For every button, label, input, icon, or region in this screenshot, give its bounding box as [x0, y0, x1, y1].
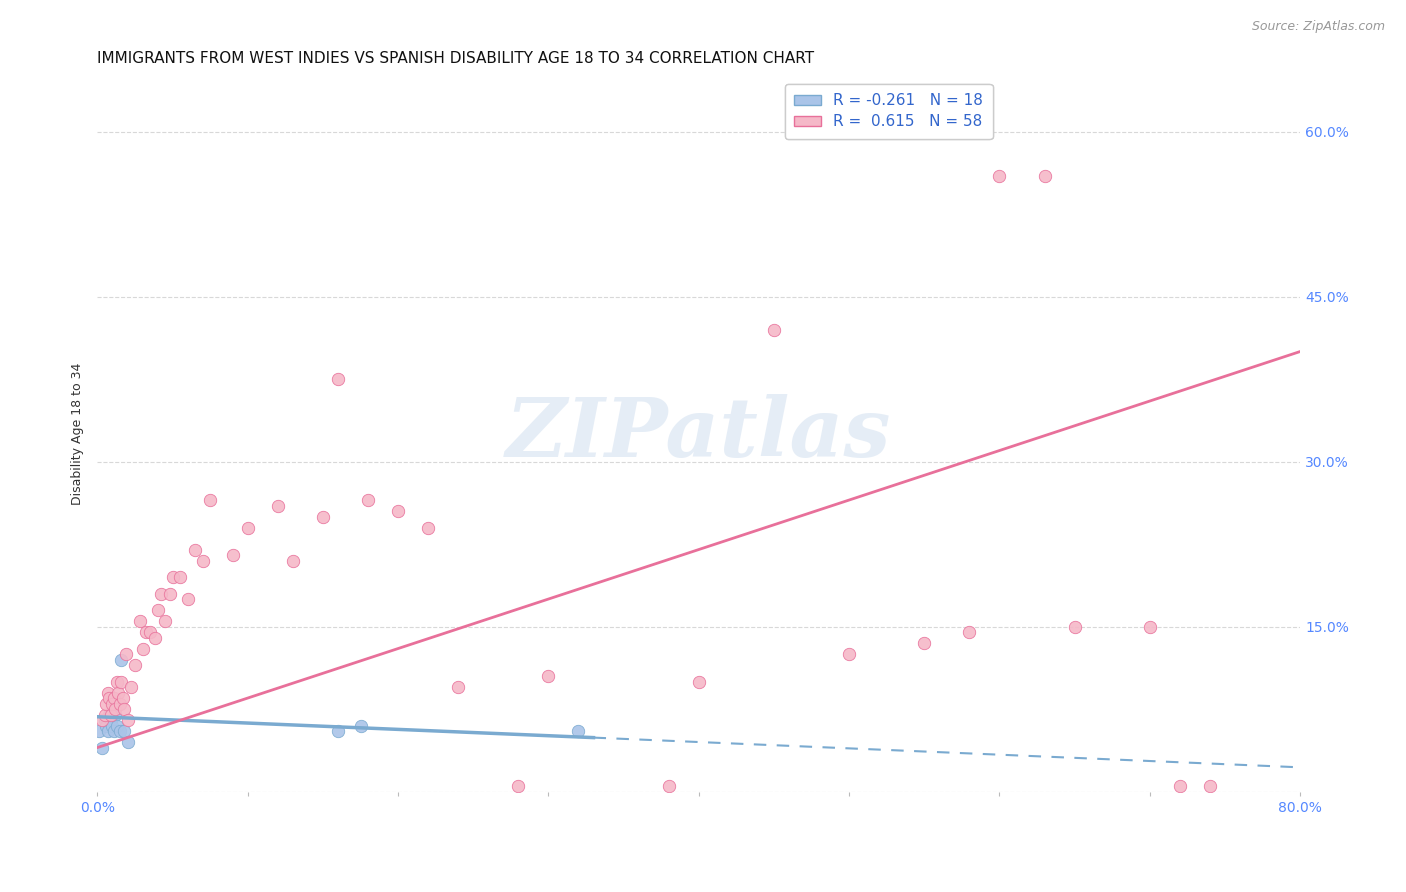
Point — [114, 724, 136, 739]
Point — [101, 718, 124, 732]
Point — [107, 685, 129, 699]
Point — [1199, 779, 1222, 793]
Point — [184, 542, 207, 557]
Point — [236, 520, 259, 534]
Point — [1063, 619, 1085, 633]
Point — [97, 724, 120, 739]
Point — [198, 493, 221, 508]
Text: Source: ZipAtlas.com: Source: ZipAtlas.com — [1251, 20, 1385, 33]
Point — [91, 713, 114, 727]
Point — [537, 669, 560, 683]
Point — [387, 504, 409, 518]
Text: IMMIGRANTS FROM WEST INDIES VS SPANISH DISABILITY AGE 18 TO 34 CORRELATION CHART: IMMIGRANTS FROM WEST INDIES VS SPANISH D… — [97, 51, 814, 66]
Point — [110, 652, 132, 666]
Point — [87, 724, 110, 739]
Point — [105, 718, 128, 732]
Point — [418, 520, 440, 534]
Text: ZIPatlas: ZIPatlas — [506, 394, 891, 474]
Point — [957, 625, 980, 640]
Point — [100, 713, 122, 727]
Point — [162, 570, 184, 584]
Point — [91, 740, 114, 755]
Point — [447, 680, 470, 694]
Point — [191, 553, 214, 567]
Point — [98, 691, 121, 706]
Point — [988, 169, 1011, 183]
Legend: R = -0.261   N = 18, R =  0.615   N = 58: R = -0.261 N = 18, R = 0.615 N = 58 — [785, 84, 993, 138]
Point — [111, 691, 134, 706]
Point — [98, 707, 121, 722]
Point — [108, 724, 131, 739]
Point — [115, 647, 138, 661]
Point — [108, 697, 131, 711]
Point — [508, 779, 530, 793]
Point — [100, 707, 122, 722]
Point — [912, 636, 935, 650]
Point — [567, 724, 589, 739]
Y-axis label: Disability Age 18 to 34: Disability Age 18 to 34 — [72, 363, 84, 505]
Point — [658, 779, 681, 793]
Point — [103, 691, 125, 706]
Point — [110, 674, 132, 689]
Point — [96, 718, 118, 732]
Point — [1139, 619, 1161, 633]
Point — [146, 603, 169, 617]
Point — [312, 509, 335, 524]
Point — [139, 625, 162, 640]
Point — [104, 702, 127, 716]
Point — [103, 724, 125, 739]
Point — [135, 625, 157, 640]
Point — [131, 641, 153, 656]
Point — [1033, 169, 1056, 183]
Point — [326, 372, 349, 386]
Point — [94, 713, 117, 727]
Point — [114, 702, 136, 716]
Point — [101, 697, 124, 711]
Point — [124, 658, 146, 673]
Point — [143, 631, 166, 645]
Point — [349, 718, 371, 732]
Point — [94, 707, 117, 722]
Point — [838, 647, 860, 661]
Point — [159, 586, 181, 600]
Point — [281, 553, 304, 567]
Point — [762, 322, 785, 336]
Point — [176, 592, 198, 607]
Point — [117, 713, 139, 727]
Point — [97, 685, 120, 699]
Point — [153, 614, 176, 628]
Point — [688, 674, 710, 689]
Point — [120, 680, 142, 694]
Point — [222, 548, 245, 562]
Point — [117, 735, 139, 749]
Point — [357, 493, 380, 508]
Point — [128, 614, 150, 628]
Point — [96, 697, 118, 711]
Point — [326, 724, 349, 739]
Point — [149, 586, 172, 600]
Point — [105, 674, 128, 689]
Point — [1168, 779, 1191, 793]
Point — [104, 707, 127, 722]
Point — [169, 570, 191, 584]
Point — [267, 499, 290, 513]
